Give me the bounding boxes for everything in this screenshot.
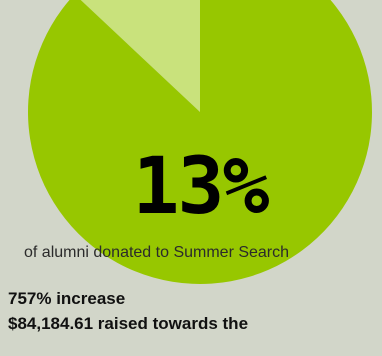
stat-item: ▪757% increase — [0, 289, 125, 309]
headline-percentage: 13% — [132, 142, 270, 232]
stat-text: $84,184.61 raised towards the — [8, 314, 249, 333]
stat-text: 757% increase — [8, 289, 126, 308]
pie-slice-1 — [28, 0, 373, 284]
stat-item: ▪$84,184.61 raised towards the — [0, 314, 248, 334]
caption-text: of alumni donated to Summer Search — [24, 244, 290, 261]
pie-slices — [28, 0, 373, 284]
square-bullet-icon: ▪ — [0, 318, 8, 332]
square-bullet-icon: ▪ — [0, 293, 8, 307]
